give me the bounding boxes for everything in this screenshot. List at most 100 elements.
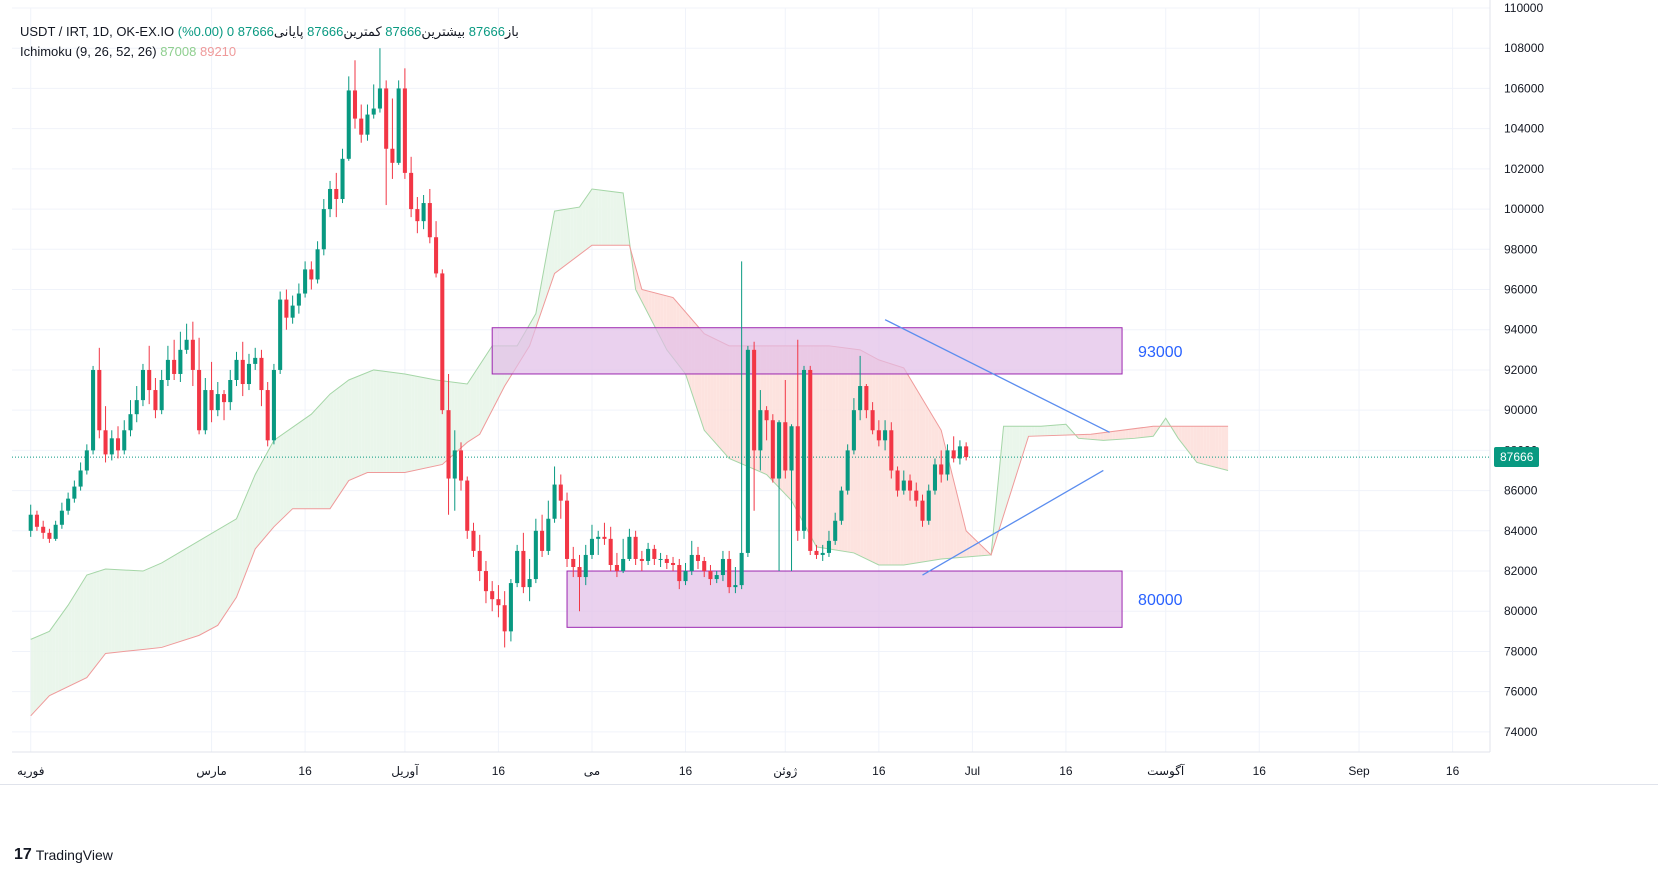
- candle-body[interactable]: [290, 305, 295, 318]
- candle-body[interactable]: [321, 209, 326, 250]
- candle-body[interactable]: [409, 172, 414, 210]
- candle-body[interactable]: [396, 88, 401, 163]
- candle-body[interactable]: [883, 430, 888, 441]
- candle-body[interactable]: [384, 88, 389, 149]
- candle-body[interactable]: [359, 118, 364, 135]
- tradingview-brand[interactable]: 17 TradingView: [14, 846, 113, 864]
- candle-body[interactable]: [371, 108, 376, 115]
- candle-body[interactable]: [197, 369, 202, 431]
- candle-body[interactable]: [34, 514, 39, 527]
- candle-body[interactable]: [552, 484, 557, 519]
- candle-body[interactable]: [140, 369, 145, 401]
- candle-body[interactable]: [203, 390, 208, 431]
- candle-body[interactable]: [733, 585, 738, 588]
- candle-body[interactable]: [920, 500, 925, 521]
- candle-body[interactable]: [315, 249, 320, 280]
- candle-body[interactable]: [939, 464, 944, 475]
- candle-body[interactable]: [864, 386, 869, 411]
- candle-body[interactable]: [914, 490, 919, 501]
- candle-body[interactable]: [808, 369, 813, 551]
- candle-body[interactable]: [583, 554, 588, 578]
- candle-body[interactable]: [851, 410, 856, 451]
- candle-body[interactable]: [801, 369, 807, 531]
- candle-body[interactable]: [820, 552, 825, 555]
- candle-body[interactable]: [471, 530, 476, 551]
- candle-body[interactable]: [770, 420, 775, 479]
- candle-body[interactable]: [115, 438, 121, 451]
- trendline-1[interactable]: [884, 319, 1110, 433]
- candle-body[interactable]: [246, 363, 252, 385]
- candle-body[interactable]: [434, 237, 439, 274]
- candle-body[interactable]: [702, 560, 707, 572]
- candle-body[interactable]: [172, 359, 177, 374]
- candle-body[interactable]: [222, 394, 227, 403]
- candle-body[interactable]: [614, 564, 619, 572]
- candle-body[interactable]: [365, 114, 370, 135]
- candle-body[interactable]: [508, 583, 513, 632]
- candle-body[interactable]: [945, 450, 950, 475]
- candle-body[interactable]: [234, 359, 239, 380]
- candle-body[interactable]: [477, 550, 482, 572]
- candle-body[interactable]: [134, 400, 139, 415]
- candle-body[interactable]: [483, 571, 488, 592]
- candle-body[interactable]: [677, 564, 682, 582]
- candle-body[interactable]: [901, 480, 906, 491]
- candle-body[interactable]: [328, 188, 333, 210]
- candle-body[interactable]: [465, 480, 470, 531]
- candle-body[interactable]: [845, 450, 850, 491]
- candle-body[interactable]: [764, 410, 769, 421]
- candle-body[interactable]: [789, 426, 794, 471]
- candle-body[interactable]: [870, 410, 875, 431]
- candle-body[interactable]: [159, 380, 164, 411]
- candle-body[interactable]: [633, 536, 638, 559]
- candle-body[interactable]: [66, 498, 71, 511]
- candle-body[interactable]: [839, 490, 844, 521]
- candle-body[interactable]: [527, 579, 532, 588]
- candle-body[interactable]: [271, 369, 276, 441]
- candle-body[interactable]: [458, 450, 464, 481]
- candle-body[interactable]: [521, 550, 526, 588]
- candle-body[interactable]: [296, 293, 301, 306]
- candle-body[interactable]: [421, 203, 426, 222]
- candle-body[interactable]: [671, 562, 676, 565]
- candle-body[interactable]: [577, 567, 582, 578]
- candle-body[interactable]: [727, 558, 732, 588]
- candle-body[interactable]: [951, 450, 956, 459]
- candle-body[interactable]: [932, 464, 937, 491]
- candle-body[interactable]: [178, 349, 183, 374]
- candle-body[interactable]: [658, 558, 663, 560]
- candle-body[interactable]: [440, 273, 445, 411]
- candle-body[interactable]: [78, 470, 83, 487]
- trendline-2[interactable]: [922, 469, 1104, 576]
- candle-body[interactable]: [59, 510, 64, 525]
- candle-body[interactable]: [571, 558, 576, 568]
- candle-body[interactable]: [714, 575, 719, 580]
- symbol-label[interactable]: USDT / IRT, 1D, OK-EX.IO: [20, 24, 175, 39]
- candle-body[interactable]: [352, 90, 358, 119]
- candle-body[interactable]: [889, 430, 894, 471]
- candle-body[interactable]: [957, 446, 962, 459]
- candle-body[interactable]: [346, 90, 351, 159]
- candle-body[interactable]: [390, 148, 395, 163]
- candle-body[interactable]: [565, 500, 570, 559]
- candle-body[interactable]: [91, 369, 96, 451]
- candle-body[interactable]: [907, 480, 913, 491]
- candle-body[interactable]: [689, 554, 694, 572]
- candle-body[interactable]: [621, 558, 626, 572]
- candle-body[interactable]: [153, 390, 158, 411]
- candle-body[interactable]: [814, 550, 819, 555]
- candle-body[interactable]: [540, 530, 545, 551]
- candle-body[interactable]: [97, 369, 102, 431]
- candle-body[interactable]: [278, 299, 283, 370]
- candle-body[interactable]: [964, 446, 969, 458]
- candle-body[interactable]: [72, 486, 77, 499]
- candle-body[interactable]: [109, 438, 114, 455]
- candle-body[interactable]: [28, 514, 33, 531]
- candle-body[interactable]: [752, 349, 757, 451]
- candle-body[interactable]: [184, 339, 189, 350]
- candle-body[interactable]: [695, 554, 701, 561]
- candle-body[interactable]: [47, 532, 52, 539]
- candle-body[interactable]: [502, 605, 507, 632]
- candle-body[interactable]: [683, 571, 688, 582]
